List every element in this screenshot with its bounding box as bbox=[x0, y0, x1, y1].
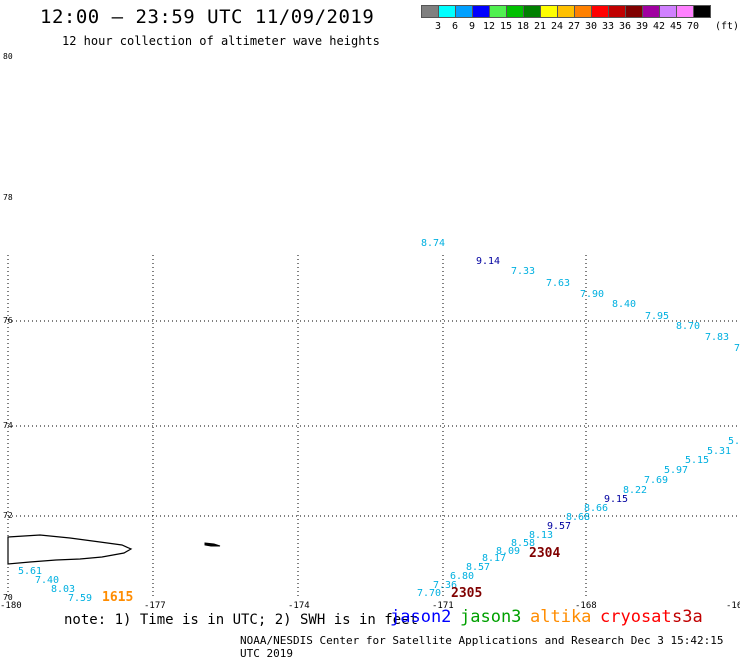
wave-height-value: 7.40 bbox=[35, 575, 60, 586]
wave-height-value: 6.80 bbox=[450, 571, 475, 582]
color-scale-label: 30 bbox=[584, 21, 598, 32]
wave-height-value: 8.68 bbox=[566, 512, 591, 523]
latitude-label: 72 bbox=[3, 511, 13, 520]
wave-height-value: 7.95 bbox=[645, 311, 670, 322]
wave-height-value: 8.57 bbox=[466, 562, 491, 573]
wave-height-value: 8.22 bbox=[623, 485, 648, 496]
wave-height-value: 5.3 bbox=[728, 436, 740, 447]
wave-height-value: 5.61 bbox=[18, 566, 43, 577]
color-scale-label: 18 bbox=[516, 21, 530, 32]
wave-height-value: 9.57 bbox=[547, 521, 572, 532]
wave-height-value: 8.17 bbox=[482, 553, 507, 564]
longitude-label: -177 bbox=[144, 601, 166, 611]
pass-time-label: 1615 bbox=[102, 590, 134, 605]
satellite-legend-altika: altika bbox=[530, 607, 592, 627]
wave-height-value: 5.97 bbox=[664, 465, 689, 476]
wave-height-value: 9.15 bbox=[604, 494, 629, 505]
wave-height-value: 9.14 bbox=[476, 256, 501, 267]
wave-height-value: 7 bbox=[734, 343, 740, 354]
color-scale-unit: (ft) bbox=[715, 21, 740, 32]
color-scale-label: 24 bbox=[550, 21, 564, 32]
longitude-label: -171 bbox=[432, 601, 454, 611]
wave-height-value: 7.69 bbox=[644, 475, 669, 486]
footer-credit: NOAA/NESDIS Center for Satellite Applica… bbox=[240, 634, 724, 660]
satellite-legend-jason2: jason2 bbox=[390, 607, 452, 627]
wave-height-value: 8.13 bbox=[529, 530, 554, 541]
color-scale-label: 39 bbox=[635, 21, 649, 32]
pass-time-label: 2304 bbox=[529, 546, 561, 561]
longitude-label: -174 bbox=[288, 601, 310, 611]
wave-height-value: 8.58 bbox=[511, 538, 536, 549]
wave-height-value: 8.66 bbox=[584, 503, 609, 514]
color-scale-label: 42 bbox=[652, 21, 666, 32]
longitude-label: -168 bbox=[575, 601, 597, 611]
wave-height-value: 7.63 bbox=[546, 278, 571, 289]
wave-height-value: 7.33 bbox=[511, 266, 536, 277]
color-scale-label: 12 bbox=[482, 21, 496, 32]
wave-height-value: 7.59 bbox=[68, 593, 93, 604]
latitude-label: 74 bbox=[3, 421, 13, 430]
pass-time-label: 2305 bbox=[451, 586, 483, 601]
wave-height-value: 8.09 bbox=[496, 546, 521, 557]
satellite-legend-s3a: s3a bbox=[672, 607, 703, 627]
map-title: 12:00 – 23:59 UTC 11/09/2019 bbox=[40, 6, 375, 28]
color-scale-label: 3 bbox=[434, 21, 442, 32]
latitude-label: 78 bbox=[3, 193, 13, 202]
wave-height-value: 7.90 bbox=[580, 289, 605, 300]
color-scale-labels: 3 6 9 12 15 18 21 24 27 30 33 36 39 42 45 70 bbox=[421, 21, 740, 33]
map-subtitle: 12 hour collection of altimeter wave hei… bbox=[62, 34, 380, 48]
legend-note: note: 1) Time is in UTC; 2) SWH is in fe… bbox=[64, 612, 419, 628]
wave-height-value: 7.70 bbox=[417, 588, 442, 599]
wave-height-value: 7.36 bbox=[433, 580, 458, 591]
wave-height-value: 5.31 bbox=[707, 446, 732, 457]
color-scale-label: 36 bbox=[618, 21, 632, 32]
color-scale-label: 6 bbox=[451, 21, 459, 32]
land-coastline bbox=[7, 534, 133, 565]
color-scale-label: 33 bbox=[601, 21, 615, 32]
satellite-legend-cryosat: cryosat bbox=[600, 607, 672, 627]
latitude-label: 76 bbox=[3, 316, 13, 325]
longitude-label: -180 bbox=[0, 601, 22, 611]
color-scale-label: 45 bbox=[669, 21, 683, 32]
wave-height-color-scale bbox=[421, 5, 711, 18]
color-swatch bbox=[693, 5, 711, 18]
island-outline bbox=[204, 542, 221, 547]
color-scale-label: 15 bbox=[499, 21, 513, 32]
wave-height-value: 8.70 bbox=[676, 321, 701, 332]
wave-height-value: 8.74 bbox=[421, 238, 446, 249]
wave-height-value: 5.15 bbox=[685, 455, 710, 466]
longitude-label: -16 bbox=[726, 601, 740, 611]
wave-height-value: 8.03 bbox=[51, 584, 76, 595]
color-scale-label: 9 bbox=[468, 21, 476, 32]
color-scale-label: 21 bbox=[533, 21, 547, 32]
latitude-label: 80 bbox=[3, 52, 13, 61]
wave-height-value: 8.40 bbox=[612, 299, 637, 310]
wave-height-value: 7.83 bbox=[705, 332, 730, 343]
color-scale-label: 70 bbox=[686, 21, 700, 32]
color-scale-label: 27 bbox=[567, 21, 581, 32]
latitude-label: 70 bbox=[3, 593, 13, 602]
satellite-legend-jason3: jason3 bbox=[460, 607, 522, 627]
